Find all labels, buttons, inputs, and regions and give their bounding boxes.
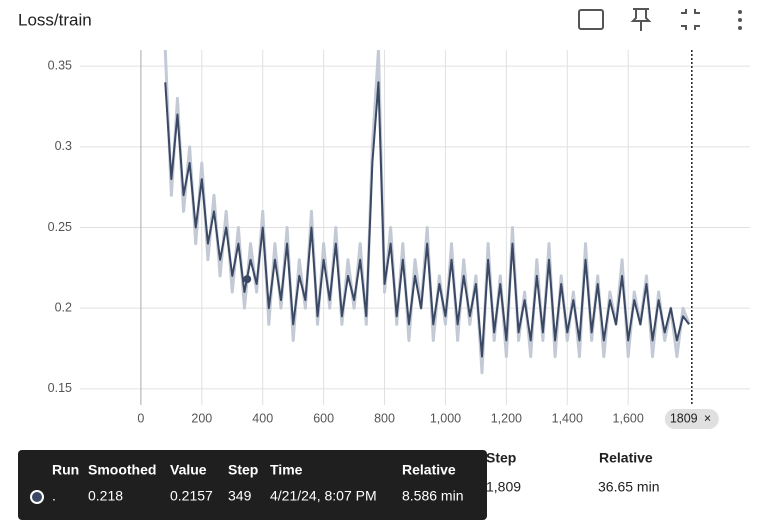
fullscreen-button[interactable] — [578, 9, 604, 30]
x-tick-label: 400 — [252, 411, 273, 425]
x-tick-label: 800 — [374, 411, 395, 425]
tooltip: Run Smoothed Value Step Time Relative . … — [18, 450, 487, 520]
tooltip-header: Step — [228, 462, 258, 478]
x-tick-label: 1,200 — [491, 411, 522, 425]
cursor-chip — [664, 409, 719, 429]
y-tick-label: 0.2 — [55, 300, 72, 314]
tooltip-header: Time — [270, 462, 303, 478]
tooltip-cell: 349 — [228, 488, 252, 504]
card-title: Loss/train — [18, 10, 92, 29]
run-swatch — [30, 490, 44, 504]
tooltip-cell: . — [52, 488, 56, 504]
tooltip-header: Relative — [402, 462, 456, 478]
tooltip-header: Run — [52, 462, 79, 478]
tooltip-header: Value — [170, 462, 207, 478]
cursor-label: 1809 — [670, 411, 698, 425]
cursor-close[interactable]: × — [704, 411, 711, 425]
tooltip-box — [18, 450, 487, 520]
y-tick-label: 0.15 — [48, 381, 72, 395]
tooltip-cell: 0.2157 — [170, 488, 213, 504]
x-tick-label: 1,000 — [430, 411, 461, 425]
hover-point — [243, 275, 252, 284]
series-line — [164, 81, 690, 358]
table-header: Relative — [599, 450, 653, 466]
more-button[interactable] — [738, 10, 742, 30]
collapse-button[interactable] — [681, 9, 700, 30]
table-cell: 1,809 — [486, 479, 521, 495]
pin-button[interactable] — [630, 8, 652, 31]
tooltip-header: Smoothed — [88, 462, 156, 478]
tooltip-cell: 8.586 min — [402, 488, 463, 504]
x-tick-label: 600 — [313, 411, 334, 425]
tooltip-cell: 0.218 — [88, 488, 123, 504]
x-tick-label: 0 — [137, 411, 144, 425]
x-tick-label: 1,600 — [613, 411, 644, 425]
y-tick-label: 0.3 — [55, 139, 72, 153]
tooltip-cell: 4/21/24, 8:07 PM — [270, 488, 377, 504]
toolbar — [578, 8, 742, 31]
table-cell: 36.65 min — [598, 479, 659, 495]
table-header: Step — [486, 450, 516, 466]
x-tick-label: 1,400 — [552, 411, 583, 425]
x-tick-label: 200 — [191, 411, 212, 425]
series-line — [163, 50, 691, 375]
y-tick-label: 0.35 — [48, 58, 72, 72]
y-tick-label: 0.25 — [48, 220, 72, 234]
plot: 0.15 0.2 0.25 0.3 0.35 0 200 400 600 800 1,000 1,20… — [48, 50, 750, 429]
